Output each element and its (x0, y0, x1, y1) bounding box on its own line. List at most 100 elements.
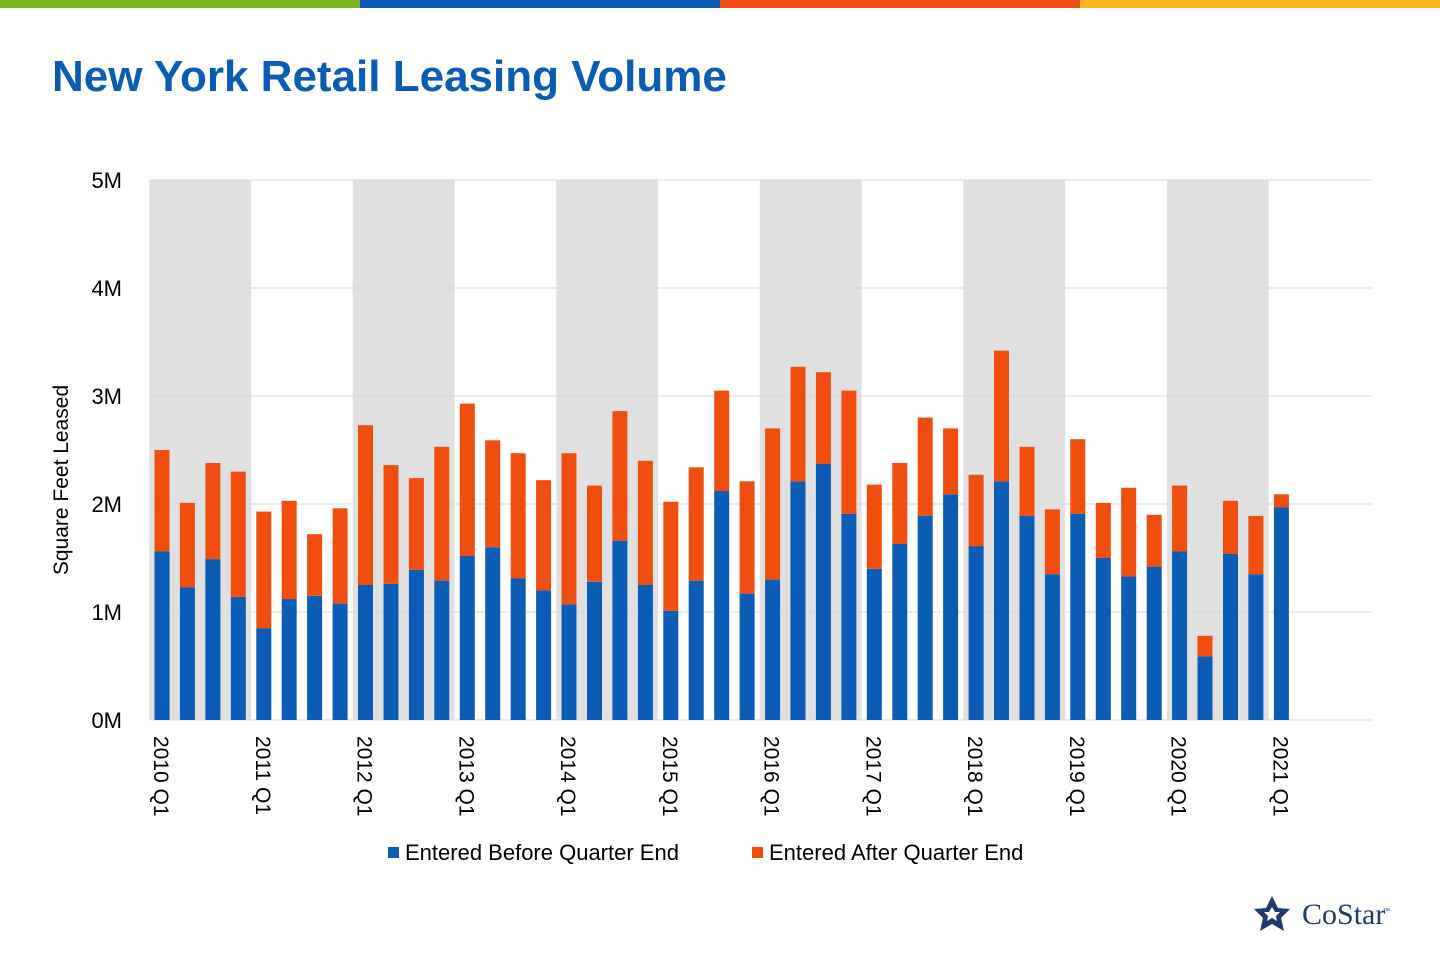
legend-label-before: Entered Before Quarter End (405, 840, 679, 865)
bar-after-quarter-end (968, 474, 984, 547)
bar-after-quarter-end (408, 478, 424, 570)
bar-after-quarter-end (256, 511, 272, 629)
bar-after-quarter-end (536, 480, 552, 591)
bar-after-quarter-end (459, 403, 475, 556)
bar-after-quarter-end (1223, 500, 1238, 554)
bar-before-quarter-end (154, 551, 170, 720)
bar-after-quarter-end (561, 453, 577, 605)
x-tick-label: 2010 Q1 (149, 736, 172, 817)
bar-after-quarter-end (637, 460, 653, 585)
logo-text: CoStar (1302, 898, 1386, 931)
legend-label-after: Entered After Quarter End (769, 840, 1023, 865)
bar-after-quarter-end (434, 446, 450, 581)
bar-before-quarter-end (1070, 513, 1086, 720)
x-tick-label: 2012 Q1 (353, 736, 376, 817)
bar-after-quarter-end (1146, 514, 1162, 567)
gridlines (150, 179, 1372, 721)
top-bar-yellow (1080, 0, 1440, 8)
bar-before-quarter-end (815, 464, 831, 720)
bar-before-quarter-end (307, 595, 323, 720)
bar-before-quarter-end (230, 596, 246, 720)
bar-before-quarter-end (968, 546, 984, 720)
bar-after-quarter-end (587, 485, 602, 582)
bar-before-quarter-end (1223, 553, 1238, 720)
bar-before-quarter-end (739, 593, 755, 720)
x-tick-label: 2013 Q1 (454, 736, 477, 817)
bar-after-quarter-end (307, 534, 323, 596)
y-tick-label: 4M (91, 276, 122, 301)
bar-after-quarter-end (765, 428, 781, 580)
legend-swatch-after (752, 847, 763, 858)
bar-after-quarter-end (1197, 635, 1213, 657)
bar-before-quarter-end (561, 604, 577, 720)
bar-after-quarter-end (1095, 502, 1111, 558)
x-tick-label: 2011 Q1 (251, 736, 274, 815)
bar-before-quarter-end (1197, 656, 1213, 720)
bar-after-quarter-end (1121, 487, 1137, 577)
bar-before-quarter-end (256, 628, 272, 720)
x-tick-label: 2017 Q1 (861, 736, 884, 817)
bar-after-quarter-end (663, 501, 679, 611)
bar-before-quarter-end (994, 481, 1009, 720)
top-bar-orange (720, 0, 1080, 8)
y-tick-label: 0M (91, 708, 122, 733)
bar-before-quarter-end (536, 590, 552, 720)
bar-before-quarter-end (587, 581, 602, 720)
bar-before-quarter-end (1172, 551, 1188, 720)
bar-before-quarter-end (408, 569, 424, 720)
bar-before-quarter-end (790, 481, 806, 720)
costar-logo (1254, 896, 1290, 931)
bar-before-quarter-end (1019, 515, 1035, 720)
y-axis-ticks: 0M 1M 2M 3M 4M 5M (91, 168, 122, 733)
bar-after-quarter-end (688, 467, 704, 581)
bar-after-quarter-end (866, 484, 882, 569)
x-axis-ticks: 2010 Q1 2011 Q1 2012 Q1 2013 Q1 2014 Q1 2015 … (149, 736, 1291, 817)
bar-after-quarter-end (179, 502, 195, 588)
bar-before-quarter-end (205, 559, 221, 720)
bar-after-quarter-end (281, 500, 297, 600)
y-tick-label: 5M (91, 168, 122, 193)
bar-before-quarter-end (179, 587, 195, 720)
bar-before-quarter-end (637, 585, 653, 720)
bar-before-quarter-end (917, 515, 933, 720)
bar-before-quarter-end (1044, 574, 1060, 720)
bars (154, 350, 1289, 720)
bar-after-quarter-end (1019, 446, 1035, 516)
bar-before-quarter-end (943, 494, 959, 720)
x-tick-label: 2020 Q1 (1167, 736, 1190, 817)
bar-before-quarter-end (1273, 507, 1289, 720)
bar-before-quarter-end (663, 610, 679, 720)
bar-after-quarter-end (714, 390, 730, 491)
bar-before-quarter-end (765, 579, 781, 720)
bar-before-quarter-end (866, 568, 882, 720)
bar-before-quarter-end (612, 540, 628, 720)
x-tick-label: 2018 Q1 (963, 736, 986, 817)
bar-after-quarter-end (154, 450, 170, 552)
bar-after-quarter-end (612, 411, 628, 541)
bar-before-quarter-end (281, 599, 297, 720)
bar-after-quarter-end (1273, 494, 1289, 508)
bar-after-quarter-end (815, 372, 831, 464)
bar-after-quarter-end (383, 465, 399, 584)
bar-before-quarter-end (688, 580, 704, 720)
bar-before-quarter-end (459, 555, 475, 720)
logo-trademark: ™ (1383, 908, 1390, 915)
bar-after-quarter-end (1044, 509, 1060, 575)
bar-before-quarter-end (1248, 574, 1264, 720)
top-bar-blue (360, 0, 720, 8)
y-tick-label: 1M (91, 600, 122, 625)
y-tick-label: 3M (91, 384, 122, 409)
bar-after-quarter-end (332, 508, 348, 604)
bar-after-quarter-end (841, 390, 857, 514)
bar-before-quarter-end (383, 583, 399, 720)
bar-before-quarter-end (485, 547, 501, 720)
top-bar-green (0, 0, 360, 8)
bar-before-quarter-end (892, 544, 908, 720)
bar-after-quarter-end (510, 453, 526, 579)
top-color-bar (0, 0, 1440, 8)
legend-swatch-before (388, 847, 399, 858)
bar-after-quarter-end (994, 350, 1009, 482)
x-tick-label: 2015 Q1 (658, 736, 681, 817)
y-axis-label: Square Feet Leased (50, 385, 73, 575)
bar-after-quarter-end (205, 463, 221, 560)
